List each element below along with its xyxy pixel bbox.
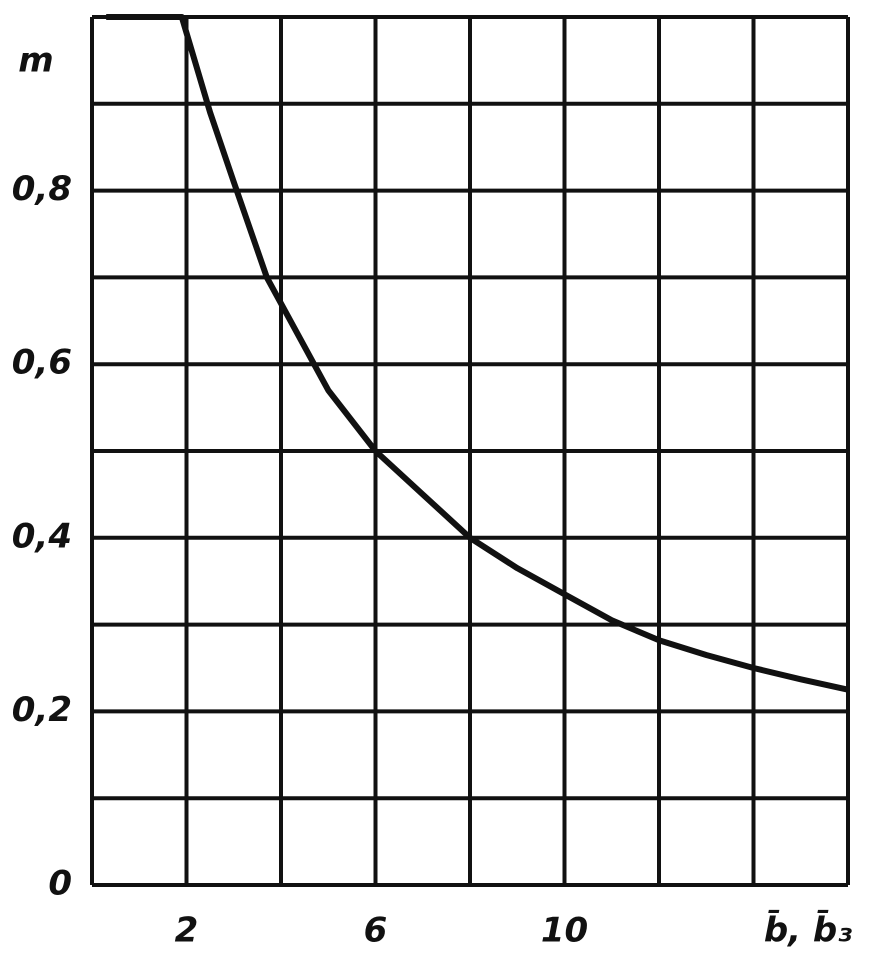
x-tick-label: 10 bbox=[541, 911, 588, 951]
y-tick-label: 0,6 bbox=[12, 343, 72, 383]
y-tick-label: 0 bbox=[48, 864, 72, 904]
x-axis-label: b̄, b̄₃ bbox=[764, 908, 852, 950]
y-tick-label: 0,2 bbox=[12, 690, 72, 730]
line-series bbox=[106, 14, 849, 693]
x-tick-label: 6 bbox=[364, 911, 388, 951]
x-tick-label: 2 bbox=[175, 911, 199, 951]
y-tick-label: 0,4 bbox=[12, 516, 72, 556]
y-axis-label: m bbox=[18, 41, 53, 81]
y-tick-label: 0,8 bbox=[12, 169, 72, 209]
